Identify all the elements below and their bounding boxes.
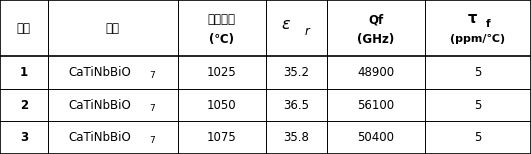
Text: 7: 7: [149, 136, 155, 145]
Text: 组成: 组成: [106, 22, 120, 35]
Text: $\mathit{r}$: $\mathit{r}$: [304, 25, 312, 38]
Text: 7: 7: [149, 104, 155, 113]
Text: 实例: 实例: [17, 22, 31, 35]
Text: 3: 3: [20, 131, 28, 144]
Text: 36.5: 36.5: [283, 99, 309, 112]
Text: 1: 1: [20, 66, 28, 79]
Text: 2: 2: [20, 99, 28, 112]
Text: 1025: 1025: [207, 66, 237, 79]
Text: 35.8: 35.8: [283, 131, 309, 144]
Text: $\mathit{\varepsilon}$: $\mathit{\varepsilon}$: [281, 17, 292, 32]
Text: $\mathbf{f}$: $\mathbf{f}$: [485, 17, 492, 29]
Text: CaTiNbBiO: CaTiNbBiO: [68, 99, 131, 112]
Text: 5: 5: [474, 131, 482, 144]
Text: 48900: 48900: [357, 66, 394, 79]
Text: 烧结温度: 烧结温度: [208, 13, 236, 26]
Text: 56100: 56100: [357, 99, 394, 112]
Text: (℃): (℃): [209, 33, 234, 46]
Text: CaTiNbBiO: CaTiNbBiO: [68, 131, 131, 144]
Text: 5: 5: [474, 66, 482, 79]
Text: Qf: Qf: [368, 13, 383, 26]
Text: CaTiNbBiO: CaTiNbBiO: [68, 66, 131, 79]
Text: 1075: 1075: [207, 131, 237, 144]
Text: $\mathbf{\tau}$: $\mathbf{\tau}$: [467, 11, 478, 26]
Text: 7: 7: [149, 71, 155, 80]
Text: (ppm/℃): (ppm/℃): [450, 34, 506, 44]
Text: 5: 5: [474, 99, 482, 112]
Text: 35.2: 35.2: [283, 66, 309, 79]
Text: 1050: 1050: [207, 99, 236, 112]
Text: (GHz): (GHz): [357, 33, 395, 46]
Text: 50400: 50400: [357, 131, 394, 144]
